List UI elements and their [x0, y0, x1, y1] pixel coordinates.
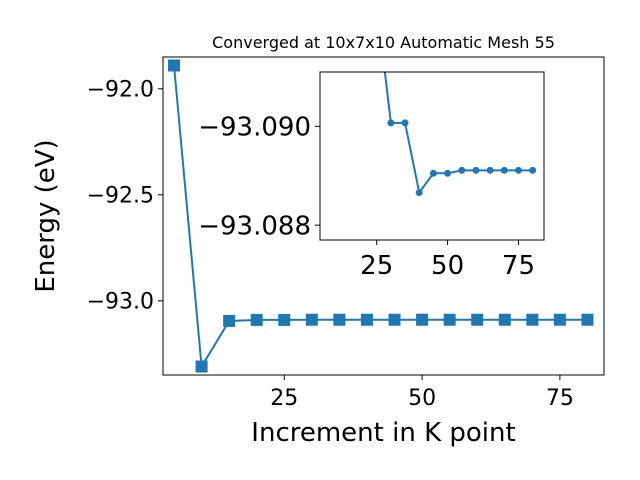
main-x-tick-label: 50	[408, 386, 436, 411]
inset-data-point	[444, 169, 452, 177]
inset-series	[383, 72, 537, 197]
inset-axes: 25 50 75 −93.090 −93.088	[198, 71, 545, 281]
inset-series-clip	[383, 72, 537, 197]
main-data-point	[416, 313, 429, 326]
inset-data-point	[514, 166, 522, 174]
inset-data-point	[472, 166, 480, 174]
main-data-point	[195, 360, 208, 373]
main-data-point	[471, 313, 484, 326]
inset-background	[320, 72, 544, 240]
inset-data-point	[486, 166, 494, 174]
main-data-point	[443, 313, 456, 326]
inset-data-point	[401, 119, 409, 127]
main-series	[168, 59, 594, 373]
inset-x-tick-label: 75	[502, 251, 535, 281]
main-y-tick-label: −92.0	[87, 78, 154, 103]
inset-ticks: 25 50 75 −93.090 −93.088	[198, 113, 535, 281]
main-data-point	[526, 313, 539, 326]
inset-x-tick-label: 25	[360, 251, 393, 281]
main-y-tick-label: −92.5	[87, 184, 154, 209]
inset-data-point	[387, 119, 395, 127]
main-plot-frame	[162, 56, 605, 376]
main-y-axis-label: Energy (eV)	[31, 139, 61, 292]
main-data-point	[498, 313, 511, 326]
main-data-point	[360, 313, 373, 326]
main-data-point	[553, 313, 566, 326]
main-data-point	[223, 314, 236, 327]
inset-data-point	[415, 189, 423, 197]
main-series-clip	[168, 59, 594, 373]
inset-data-point	[529, 166, 537, 174]
main-data-point	[250, 313, 263, 326]
main-ticks: 25 50 75 −93.0 −92.5 −92.0	[87, 78, 574, 411]
inset-x-tick-label: 50	[431, 251, 464, 281]
main-y-tick-label: −93.0	[87, 290, 154, 315]
main-axes: Converged at 10x7x10 Automatic Mesh 55 I…	[31, 33, 605, 448]
inset-plot-frame	[319, 71, 545, 241]
main-x-axis-label: Increment in K point	[251, 418, 515, 448]
inset-y-tick-label: −93.088	[198, 212, 311, 242]
inset-data-point	[500, 166, 508, 174]
inset-data-point	[429, 169, 437, 177]
inset-y-tick-label: −93.090	[198, 113, 311, 143]
main-data-point	[388, 313, 401, 326]
main-data-point	[305, 313, 318, 326]
main-data-point	[168, 59, 181, 72]
main-series-line	[173, 65, 588, 370]
main-x-tick-label: 25	[270, 386, 298, 411]
main-x-tick-label: 75	[546, 386, 574, 411]
main-data-point	[333, 313, 346, 326]
main-chart-title: Converged at 10x7x10 Automatic Mesh 55	[212, 33, 555, 52]
main-data-point	[278, 313, 291, 326]
main-data-point	[581, 313, 594, 326]
inset-data-point	[458, 166, 466, 174]
